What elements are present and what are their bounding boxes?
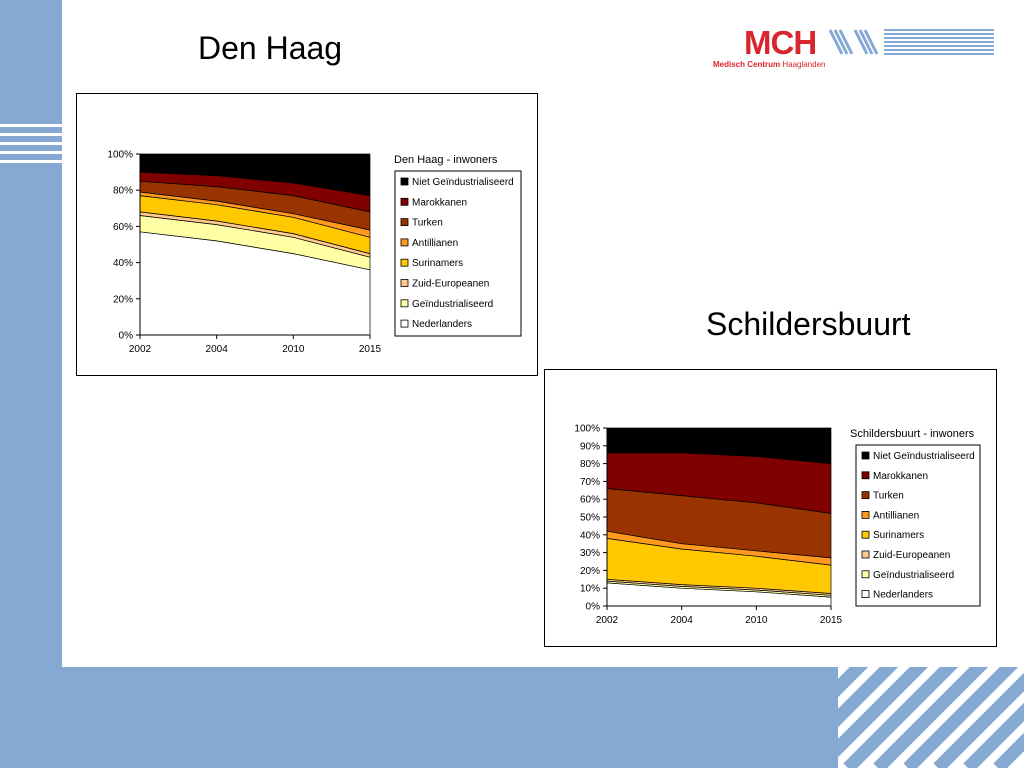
- legend-label-antillianen: Antillianen: [873, 510, 919, 521]
- left-accent-bar: [0, 0, 62, 768]
- legend-label-geindustrialiseerd: Geïndustrialiseerd: [873, 570, 954, 581]
- y-tick-label: 80%: [113, 186, 133, 197]
- y-tick-label: 20%: [580, 566, 600, 577]
- y-tick-label: 0%: [586, 602, 601, 613]
- legend-swatch-zuid-europeanen: [861, 550, 870, 559]
- y-tick-label: 100%: [107, 150, 133, 161]
- x-tick-label: 2010: [282, 344, 305, 355]
- y-tick-label: 70%: [580, 477, 600, 488]
- x-tick-label: 2002: [596, 615, 619, 626]
- legend-label-zuid-europeanen: Zuid-Europeanen: [412, 279, 489, 290]
- y-tick-label: 50%: [580, 513, 600, 524]
- y-tick-label: 0%: [119, 331, 134, 342]
- legend-swatch-turken: [400, 218, 409, 226]
- legend-swatch-marokkanen: [400, 197, 409, 206]
- legend-label-geindustrialiseerd: Geïndustrialiseerd: [412, 299, 493, 310]
- logo-mark: MCH: [744, 24, 817, 61]
- legend-swatch-surinamers: [400, 258, 409, 267]
- legend-title: Den Haag - inwoners: [394, 154, 498, 166]
- legend-swatch-surinamers: [861, 530, 870, 539]
- legend-swatch-marokkanen: [861, 471, 870, 480]
- y-tick-label: 10%: [580, 584, 600, 595]
- legend-label-marokkanen: Marokkanen: [412, 197, 467, 208]
- legend-label-antillianen: Antillianen: [412, 238, 458, 249]
- legend-swatch-nederlanders: [861, 590, 870, 599]
- legend-title: Schildersbuurt - inwoners: [850, 428, 975, 440]
- mch-logo: MCH Medisch Centrum Haaglanden: [712, 24, 1002, 74]
- legend-label-marokkanen: Marokkanen: [873, 471, 928, 482]
- legend-label-nederlanders: Nederlanders: [873, 590, 933, 601]
- legend-label-zuid-europeanen: Zuid-Europeanen: [873, 550, 950, 561]
- legend-swatch-geindustrialiseerd: [400, 299, 409, 308]
- chart-den-haag-svg: 0% 20% 40% 60% 80% 100% 2002 2004 2010 2015 Den Ha…: [107, 150, 522, 355]
- x-tick-label: 2015: [359, 344, 382, 355]
- y-tick-label: 20%: [113, 294, 133, 305]
- legend-label-turken: Turken: [873, 491, 904, 502]
- logo-stripes-icon: [829, 29, 879, 55]
- area-niet-geindustrialiseerd: [139, 153, 371, 196]
- slide-title-den-haag: Den Haag: [198, 30, 343, 66]
- legend-label-surinamers: Surinamers: [412, 258, 463, 269]
- logo-region: Haaglanden: [782, 60, 826, 69]
- legend-box: [394, 170, 522, 337]
- legend-swatch-turken: [861, 491, 870, 499]
- chart-schildersbuurt: 0% 10% 20% 30% 40% 50% 60% 70% 80% 90% 100% 2002 200…: [544, 369, 997, 647]
- legend-swatch-geindustrialiseerd: [861, 570, 870, 579]
- x-tick-label: 2010: [745, 615, 768, 626]
- legend-label-turken: Turken: [412, 218, 443, 229]
- legend-box: [855, 444, 981, 607]
- logo-subtitle: Medisch Centrum Haaglanden: [713, 60, 826, 69]
- y-tick-label: 40%: [113, 258, 133, 269]
- chart-schildersbuurt-svg: 0% 10% 20% 30% 40% 50% 60% 70% 80% 90% 100% 2002 200…: [574, 424, 981, 626]
- x-tick-label: 2015: [820, 615, 843, 626]
- area-niet-geindustrialiseerd: [606, 427, 832, 464]
- legend-label-nederlanders: Nederlanders: [412, 319, 472, 330]
- legend-label-niet-geindustrialiseerd: Niet Geïndustrialiseerd: [873, 451, 975, 462]
- y-tick-label: 100%: [574, 424, 600, 435]
- y-tick-label: 60%: [580, 495, 600, 506]
- legend-swatch-antillianen: [400, 238, 409, 247]
- x-tick-label: 2004: [206, 344, 229, 355]
- chart-den-haag: 0% 20% 40% 60% 80% 100% 2002 2004 2010 2015 Den Ha…: [76, 93, 538, 376]
- corner-stripes-decoration: [838, 667, 1024, 768]
- legend-swatch-nederlanders: [400, 319, 409, 328]
- legend-label-niet-geindustrialiseerd: Niet Geïndustrialiseerd: [412, 177, 514, 188]
- legend-swatch-zuid-europeanen: [400, 279, 409, 287]
- logo-lines-icon: [884, 29, 994, 55]
- y-tick-label: 90%: [580, 441, 600, 452]
- slide-title-schildersbuurt: Schildersbuurt: [706, 306, 911, 342]
- logo-name: Medisch Centrum: [713, 60, 781, 69]
- legend-swatch-niet-geindustrialiseerd: [861, 451, 870, 460]
- legend-swatch-antillianen: [861, 510, 870, 519]
- x-tick-label: 2004: [671, 615, 694, 626]
- y-tick-label: 40%: [580, 530, 600, 541]
- y-tick-label: 80%: [580, 459, 600, 470]
- legend-swatch-niet-geindustrialiseerd: [400, 177, 409, 186]
- left-stripes-decoration: [0, 124, 62, 164]
- legend-label-surinamers: Surinamers: [873, 530, 924, 541]
- y-tick-label: 30%: [580, 548, 600, 559]
- y-tick-label: 60%: [113, 222, 133, 233]
- x-tick-label: 2002: [129, 344, 152, 355]
